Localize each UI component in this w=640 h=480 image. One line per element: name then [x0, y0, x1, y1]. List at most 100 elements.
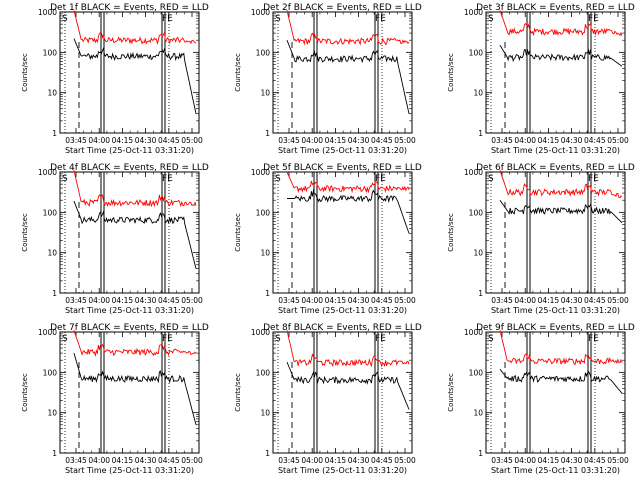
x-tick-label: 05:00	[181, 136, 203, 145]
series-lld-red	[73, 170, 197, 208]
marker-letter-left: S	[62, 334, 68, 344]
x-tick-label: 04:15	[112, 456, 134, 465]
plot-frame	[59, 331, 200, 454]
y-tick-label: 100	[256, 48, 271, 57]
y-tick-label: 1	[478, 449, 483, 458]
panel-title: Det 7f BLACK = Events, RED = LLD	[50, 323, 209, 333]
marker-letters-right: FE	[588, 14, 599, 24]
y-tick-label: 10	[260, 409, 270, 418]
marker-letters-right: FE	[162, 14, 173, 24]
panel-2: Det 2f BLACK = Events, RED = LLD Counts/s…	[234, 3, 422, 155]
x-tick-label: 04:45	[584, 296, 606, 305]
panel-1: Det 1f BLACK = Events, RED = LLD Counts/s…	[21, 3, 209, 155]
marker-letter-left: S	[488, 14, 494, 24]
y-tick-label: 100	[469, 368, 484, 377]
series-events-black	[286, 361, 410, 410]
x-tick-label: 04:30	[561, 136, 583, 145]
plot-frame	[485, 11, 626, 134]
y-tick-label: 100	[469, 208, 484, 217]
x-tick-label: 03:45	[491, 296, 513, 305]
x-tick-label: 04:30	[561, 456, 583, 465]
y-tick-label: 1000	[251, 328, 270, 337]
marker-letter-left: S	[62, 14, 68, 24]
panel-3: Det 3f BLACK = Events, RED = LLD Counts/s…	[447, 3, 635, 155]
y-tick-label: 10	[473, 409, 483, 418]
y-tick-label: 1	[52, 449, 57, 458]
x-tick-label: 04:30	[135, 296, 157, 305]
x-tick-label: 04:15	[538, 136, 560, 145]
y-tick-label: 10	[47, 409, 57, 418]
x-tick-label: 03:45	[278, 136, 300, 145]
y-tick-label: 1	[52, 289, 57, 298]
x-tick-label: 03:45	[65, 456, 87, 465]
x-axis-label: Start Time (25-Oct-11 03:31:20)	[65, 466, 194, 475]
y-axis-label: Counts/sec	[21, 53, 29, 92]
x-tick-label: 04:30	[135, 456, 157, 465]
y-axis-label: Counts/sec	[447, 53, 455, 92]
x-tick-label: 04:45	[158, 136, 180, 145]
marker-letters-right: FE	[162, 174, 173, 184]
x-axis-label: Start Time (25-Oct-11 03:31:20)	[65, 306, 194, 315]
x-tick-label: 04:45	[371, 456, 393, 465]
x-tick-label: 04:30	[348, 456, 370, 465]
series-events-black	[499, 199, 623, 224]
series-events-black	[499, 368, 623, 394]
y-axis-label: Counts/sec	[234, 213, 242, 252]
panel-7: Det 7f BLACK = Events, RED = LLD Counts/s…	[21, 323, 209, 475]
x-tick-label: 05:00	[607, 296, 629, 305]
x-tick-label: 04:00	[514, 456, 536, 465]
plot-frame	[485, 171, 626, 294]
x-tick-label: 04:00	[301, 456, 323, 465]
marker-letter-left: S	[275, 334, 281, 344]
y-tick-label: 1000	[38, 8, 57, 17]
y-tick-label: 1	[265, 289, 270, 298]
y-tick-label: 1000	[251, 168, 270, 177]
marker-letters-right: FE	[588, 334, 599, 344]
y-tick-label: 10	[47, 89, 57, 98]
x-axis-label: Start Time (25-Oct-11 03:31:20)	[491, 146, 620, 155]
plot-frame	[485, 331, 626, 454]
series-lld-red	[499, 10, 623, 37]
y-tick-label: 100	[43, 48, 58, 57]
y-tick-label: 1000	[38, 328, 57, 337]
x-tick-label: 03:45	[65, 136, 87, 145]
panel-9: Det 9f BLACK = Events, RED = LLD Counts/s…	[447, 323, 635, 475]
y-tick-label: 100	[256, 208, 271, 217]
x-tick-label: 04:30	[135, 136, 157, 145]
x-tick-label: 04:45	[371, 296, 393, 305]
plot-frame	[272, 331, 413, 454]
y-tick-label: 1000	[464, 328, 483, 337]
x-tick-label: 04:45	[584, 136, 606, 145]
y-tick-label: 100	[469, 48, 484, 57]
x-tick-label: 04:00	[88, 136, 110, 145]
x-axis-label: Start Time (25-Oct-11 03:31:20)	[491, 466, 620, 475]
panel-8: Det 8f BLACK = Events, RED = LLD Counts/s…	[234, 323, 422, 475]
x-tick-label: 04:00	[301, 136, 323, 145]
marker-letter-left: S	[488, 334, 494, 344]
series-lld-red	[73, 330, 197, 358]
y-tick-label: 1	[52, 129, 57, 138]
series-events-black	[73, 200, 197, 269]
x-axis-label: Start Time (25-Oct-11 03:31:20)	[278, 306, 407, 315]
x-tick-label: 03:45	[491, 456, 513, 465]
plot-frame	[272, 171, 413, 294]
y-axis-label: Counts/sec	[447, 213, 455, 252]
x-axis-label: Start Time (25-Oct-11 03:31:20)	[491, 306, 620, 315]
x-tick-label: 04:30	[561, 296, 583, 305]
x-tick-label: 05:00	[607, 456, 629, 465]
marker-letters-right: FE	[588, 174, 599, 184]
plot-frame	[272, 11, 413, 134]
marker-letter-left: S	[62, 174, 68, 184]
x-tick-label: 04:30	[348, 296, 370, 305]
panel-6: Det 6f BLACK = Events, RED = LLD Counts/s…	[447, 163, 635, 315]
y-tick-label: 1000	[464, 8, 483, 17]
x-tick-label: 05:00	[181, 296, 203, 305]
panel-5: Det 5f BLACK = Events, RED = LLD Counts/s…	[234, 163, 422, 315]
x-tick-label: 04:45	[158, 296, 180, 305]
marker-letters-right: FE	[162, 334, 173, 344]
series-events-black	[499, 44, 623, 67]
y-tick-label: 1	[478, 129, 483, 138]
y-tick-label: 100	[43, 368, 58, 377]
x-tick-label: 03:45	[491, 136, 513, 145]
plot-frame	[59, 11, 200, 134]
